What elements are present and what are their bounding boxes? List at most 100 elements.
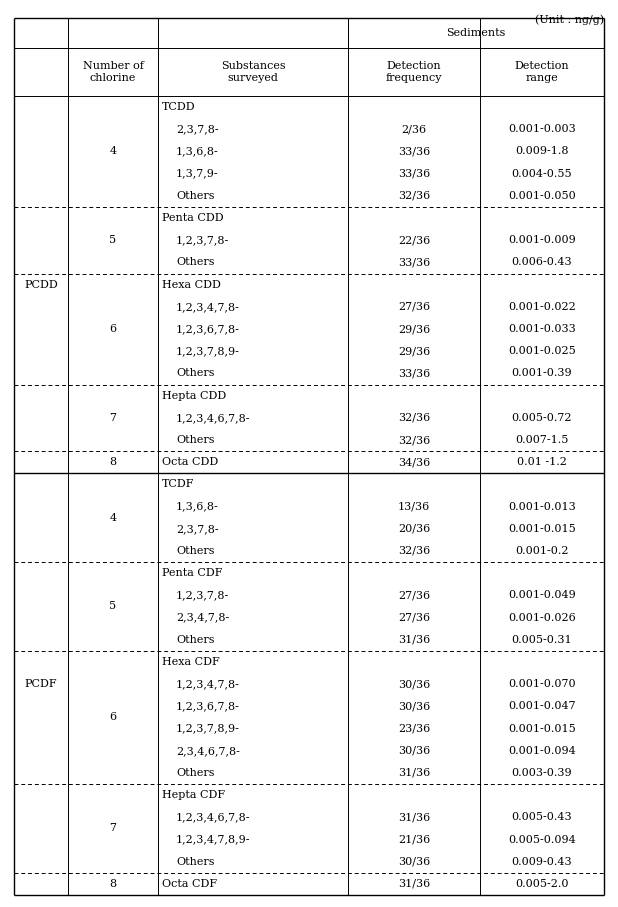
Text: Others: Others [176,190,214,200]
Text: 2,3,4,7,8-: 2,3,4,7,8- [176,612,229,622]
Text: 0.001-0.026: 0.001-0.026 [508,612,576,622]
Text: 0.005-0.094: 0.005-0.094 [508,834,576,844]
Text: Others: Others [176,435,214,445]
Text: Hepta CDF: Hepta CDF [162,790,225,800]
Text: Octa CDF: Octa CDF [162,879,217,889]
Text: Substances
surveyed: Substances surveyed [221,61,286,83]
Text: 30/36: 30/36 [398,857,430,867]
Text: 0.006-0.43: 0.006-0.43 [512,258,572,268]
Text: 1,2,3,7,8,9-: 1,2,3,7,8,9- [176,346,240,356]
Text: 1,2,3,4,7,8-: 1,2,3,4,7,8- [176,302,240,312]
Text: 0.001-0.022: 0.001-0.022 [508,302,576,312]
Text: 0.005-0.72: 0.005-0.72 [512,413,572,423]
Text: Penta CDD: Penta CDD [162,213,224,223]
Text: 32/36: 32/36 [398,435,430,445]
Text: 30/36: 30/36 [398,701,430,711]
Text: 27/36: 27/36 [398,590,430,600]
Text: 31/36: 31/36 [398,813,430,823]
Text: 1,2,3,4,6,7,8-: 1,2,3,4,6,7,8- [176,813,250,823]
Text: 2/36: 2/36 [402,124,426,134]
Text: 0.001-0.049: 0.001-0.049 [508,590,576,600]
Text: 20/36: 20/36 [398,523,430,534]
Text: Others: Others [176,258,214,268]
Text: 23/36: 23/36 [398,724,430,734]
Text: 6: 6 [109,324,117,334]
Text: 29/36: 29/36 [398,324,430,334]
Text: 31/36: 31/36 [398,879,430,889]
Text: 0.004-0.55: 0.004-0.55 [512,169,572,179]
Text: 31/36: 31/36 [398,768,430,778]
Text: 0.001-0.015: 0.001-0.015 [508,523,576,534]
Text: 27/36: 27/36 [398,612,430,622]
Text: 7: 7 [109,413,117,423]
Text: 5: 5 [109,235,117,245]
Text: (Unit : ng/g): (Unit : ng/g) [535,15,604,25]
Text: 22/36: 22/36 [398,235,430,245]
Text: 0.005-0.31: 0.005-0.31 [512,635,572,645]
Text: 0.009-1.8: 0.009-1.8 [515,147,569,157]
Text: 1,2,3,7,8,9-: 1,2,3,7,8,9- [176,724,240,734]
Text: 0.001-0.025: 0.001-0.025 [508,346,576,356]
Text: 0.001-0.2: 0.001-0.2 [515,546,569,556]
Text: 1,3,6,8-: 1,3,6,8- [176,147,219,157]
Text: 30/36: 30/36 [398,679,430,689]
Text: Octa CDD: Octa CDD [162,457,218,467]
Text: 30/36: 30/36 [398,746,430,756]
Text: Number of
chlorine: Number of chlorine [83,61,143,83]
Text: TCDF: TCDF [162,480,195,490]
Text: 13/36: 13/36 [398,502,430,512]
Text: 33/36: 33/36 [398,169,430,179]
Text: 0.001-0.009: 0.001-0.009 [508,235,576,245]
Text: 0.001-0.094: 0.001-0.094 [508,746,576,756]
Text: 1,2,3,4,6,7,8-: 1,2,3,4,6,7,8- [176,413,250,423]
Text: Others: Others [176,768,214,778]
Text: 0.009-0.43: 0.009-0.43 [512,857,572,867]
Text: Others: Others [176,857,214,867]
Text: Hexa CDD: Hexa CDD [162,279,221,289]
Text: 1,2,3,6,7,8-: 1,2,3,6,7,8- [176,701,240,711]
Text: 0.001-0.003: 0.001-0.003 [508,124,576,134]
Text: 0.005-0.43: 0.005-0.43 [512,813,572,823]
Text: 4: 4 [109,147,117,157]
Text: 0.005-2.0: 0.005-2.0 [515,879,569,889]
Text: 34/36: 34/36 [398,457,430,467]
Text: 8: 8 [109,879,117,889]
Text: 1,3,7,9-: 1,3,7,9- [176,169,219,179]
Text: 0.001-0.033: 0.001-0.033 [508,324,576,334]
Text: 0.001-0.050: 0.001-0.050 [508,190,576,200]
Text: 32/36: 32/36 [398,190,430,200]
Text: 1,3,6,8-: 1,3,6,8- [176,502,219,512]
Text: 0.001-0.013: 0.001-0.013 [508,502,576,512]
Text: Hexa CDF: Hexa CDF [162,657,220,667]
Text: 21/36: 21/36 [398,834,430,844]
Text: Hepta CDD: Hepta CDD [162,391,226,401]
Text: Detection
range: Detection range [515,61,569,83]
Text: 1,2,3,4,7,8-: 1,2,3,4,7,8- [176,679,240,689]
Text: 8: 8 [109,457,117,467]
Text: 31/36: 31/36 [398,635,430,645]
Text: TCDD: TCDD [162,102,196,112]
Text: 1,2,3,6,7,8-: 1,2,3,6,7,8- [176,324,240,334]
Text: 1,2,3,7,8-: 1,2,3,7,8- [176,235,229,245]
Text: 0.001-0.015: 0.001-0.015 [508,724,576,734]
Text: 0.007-1.5: 0.007-1.5 [515,435,569,445]
Text: 33/36: 33/36 [398,147,430,157]
Text: Others: Others [176,546,214,556]
Text: 1,2,3,4,7,8,9-: 1,2,3,4,7,8,9- [176,834,250,844]
Text: 0.003-0.39: 0.003-0.39 [512,768,572,778]
Text: 27/36: 27/36 [398,302,430,312]
Text: 1,2,3,7,8-: 1,2,3,7,8- [176,590,229,600]
Text: 7: 7 [109,824,117,834]
Text: 5: 5 [109,601,117,611]
Text: 33/36: 33/36 [398,258,430,268]
Text: 6: 6 [109,712,117,723]
Text: 0.001-0.39: 0.001-0.39 [512,368,572,378]
Text: Sediments: Sediments [446,28,506,38]
Text: 2,3,4,6,7,8-: 2,3,4,6,7,8- [176,746,240,756]
Text: 32/36: 32/36 [398,546,430,556]
Text: 2,3,7,8-: 2,3,7,8- [176,124,219,134]
Text: PCDD: PCDD [24,279,58,289]
Text: 33/36: 33/36 [398,368,430,378]
Text: 4: 4 [109,512,117,522]
Text: Others: Others [176,635,214,645]
